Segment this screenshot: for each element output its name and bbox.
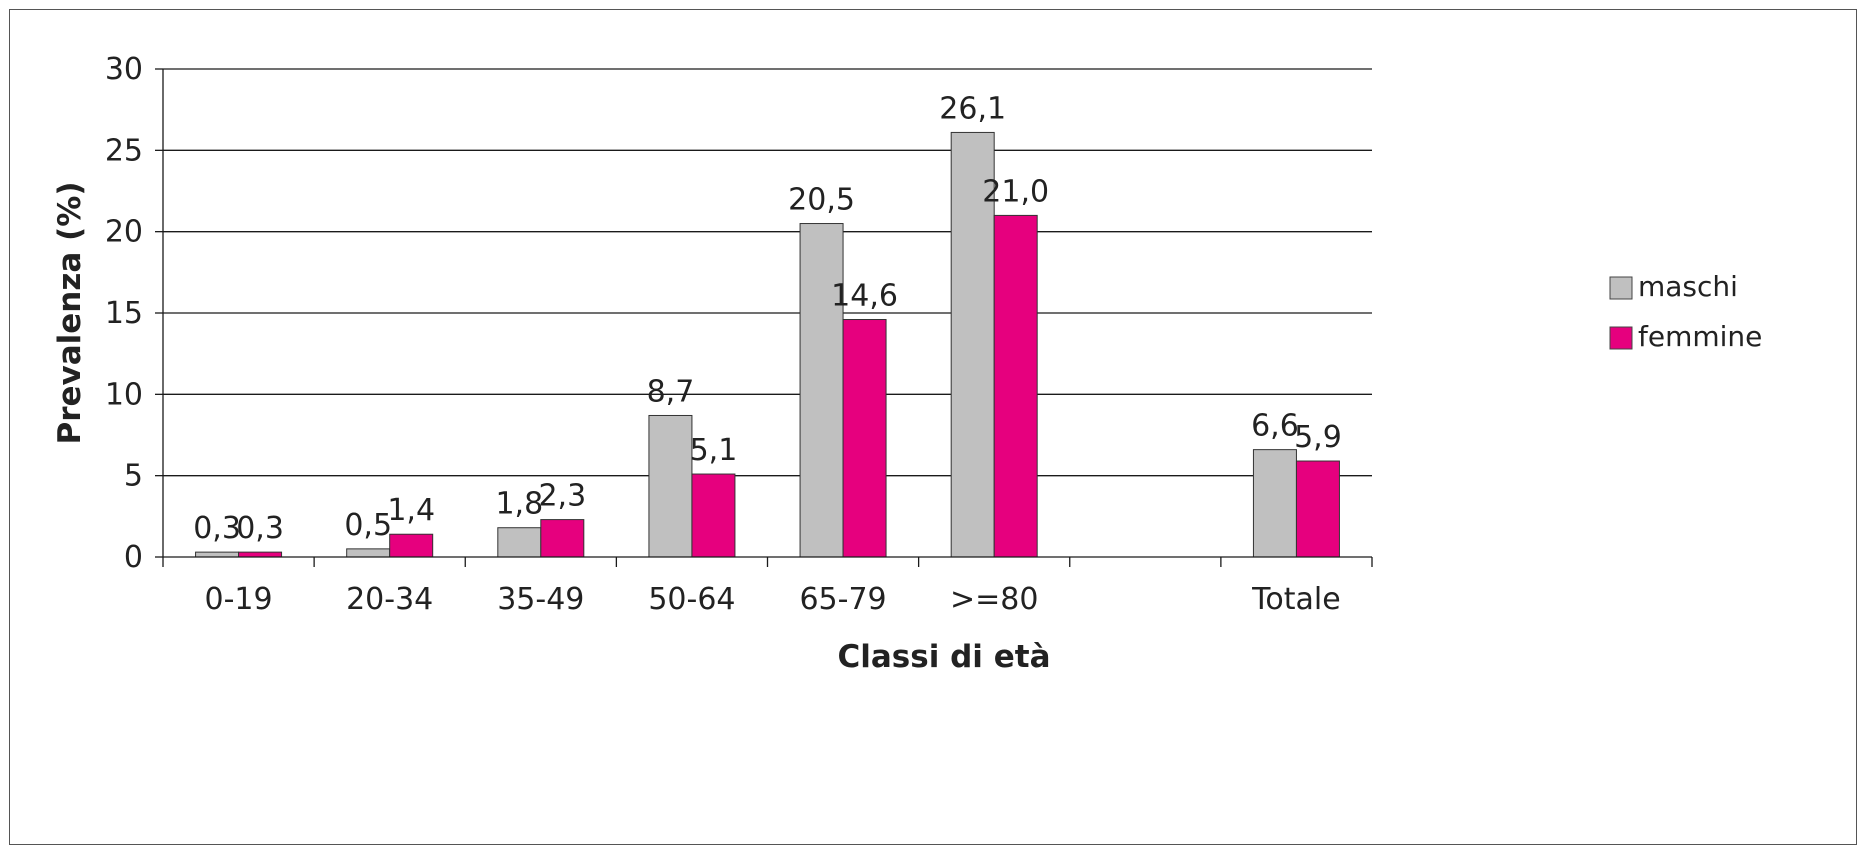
x-tick-label: Totale <box>1251 582 1341 617</box>
bar-femmine <box>842 319 887 558</box>
y-tick-label: 5 <box>124 459 143 494</box>
bar-maschi <box>1252 449 1297 558</box>
bar-maschi <box>799 223 844 558</box>
x-tick-label: 50-64 <box>648 582 735 617</box>
bars <box>195 131 1340 558</box>
y-tick-label: 20 <box>105 215 143 250</box>
bar-femmine <box>1295 460 1340 558</box>
data-label-femmine: 1,4 <box>387 493 435 528</box>
bar-maschi <box>195 551 240 558</box>
data-label-maschi: 26,1 <box>939 91 1006 126</box>
x-tick-label: 20-34 <box>346 582 433 617</box>
bar-femmine <box>238 551 283 558</box>
x-tick-label: 65-79 <box>799 582 886 617</box>
data-label-maschi: 6,6 <box>1251 409 1299 444</box>
bar-maschi <box>497 527 542 558</box>
data-label-maschi: 0,3 <box>193 511 241 546</box>
legend-label-maschi: maschi <box>1638 270 1738 303</box>
legend-label-femmine: femmine <box>1638 320 1762 353</box>
bar-femmine <box>389 533 434 558</box>
data-label-maschi: 8,7 <box>647 374 695 409</box>
gridlines <box>163 68 1372 477</box>
bar-maschi <box>346 548 391 558</box>
legend: maschi femmine <box>1609 270 1762 353</box>
x-tick-label: >=80 <box>950 582 1038 617</box>
bar-femmine <box>691 473 736 558</box>
data-label-femmine: 5,1 <box>690 433 738 468</box>
y-tick-label: 30 <box>105 52 143 87</box>
y-tick-label: 25 <box>105 133 143 168</box>
data-label-maschi: 20,5 <box>788 183 855 218</box>
x-tick-label: 0-19 <box>205 582 273 617</box>
legend-swatch-femmine <box>1609 326 1633 350</box>
x-tick-label: 35-49 <box>497 582 584 617</box>
data-label-maschi: 0,5 <box>344 508 392 543</box>
data-labels: 0,3 0,5 1,8 8,7 20,5 26,1 6,6 0,3 1,4 2,3 5,1 14,6 2… <box>193 91 1342 546</box>
data-label-maschi: 1,8 <box>495 487 543 522</box>
data-label-femmine: 5,9 <box>1294 420 1342 455</box>
bar-femmine <box>993 214 1038 558</box>
bar-femmine <box>540 519 585 558</box>
y-axis-title: Prevalenza (%) <box>52 181 88 444</box>
legend-swatch-maschi <box>1609 276 1633 300</box>
data-label-femmine: 0,3 <box>236 511 284 546</box>
y-tick-label: 15 <box>105 296 143 331</box>
x-axis-title: Classi di età <box>838 639 1051 675</box>
axes: 0 5 10 15 20 25 30 0-19 20-34 35-49 50-64 65-79 >=80… <box>105 52 1373 617</box>
y-tick-label: 0 <box>124 540 143 575</box>
data-label-femmine: 14,6 <box>831 279 898 314</box>
data-label-femmine: 21,0 <box>982 174 1049 209</box>
data-label-femmine: 2,3 <box>538 479 586 514</box>
y-tick-label: 10 <box>105 377 143 412</box>
bar-maschi <box>648 414 693 558</box>
chart-frame <box>9 9 1857 845</box>
